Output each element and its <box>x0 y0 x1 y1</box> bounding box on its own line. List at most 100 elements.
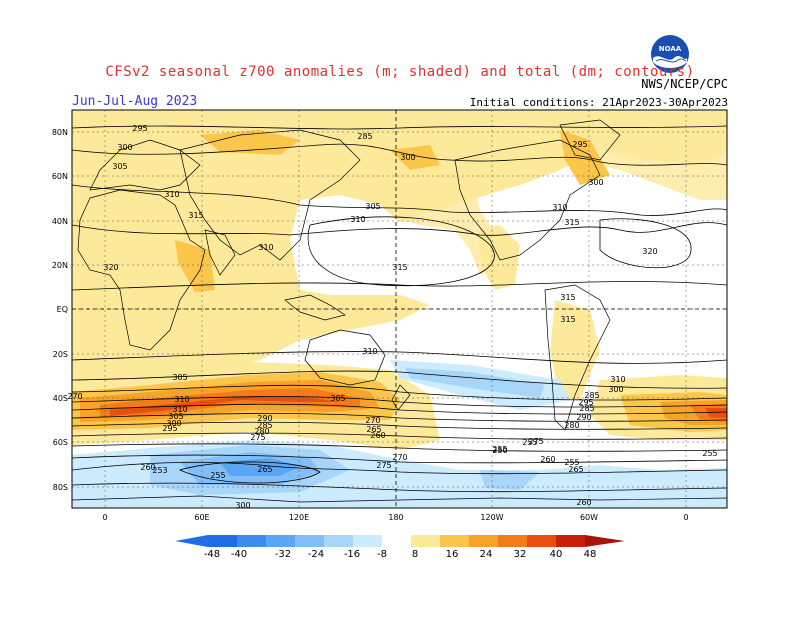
contour-label: 285 <box>357 132 372 141</box>
contour-label: 260 <box>370 431 385 440</box>
contour-label: 260 <box>140 463 155 472</box>
colorbar-label: -24 <box>308 549 324 560</box>
contour-label: 315 <box>560 293 575 302</box>
contour-label: 310 <box>552 203 567 212</box>
lat-tick: 60S <box>53 438 68 447</box>
contour-label: 320 <box>103 263 118 272</box>
colorbar-segment <box>266 535 295 547</box>
contour-label: 300 <box>400 153 415 162</box>
contour-label: 315 <box>392 263 407 272</box>
contour-label: 255 <box>522 438 537 447</box>
contour-label: 310 <box>362 347 377 356</box>
contour-label: 275 <box>250 433 265 442</box>
colorbar-segment <box>237 535 266 547</box>
lat-tick: 40N <box>52 217 68 226</box>
positive-anomaly-region <box>110 396 340 416</box>
contour-label: 265 <box>568 465 583 474</box>
contour-label: 275 <box>528 437 543 446</box>
contour-label: 265 <box>257 465 272 474</box>
contour-label: 250 <box>492 446 507 455</box>
contour-label: 260 <box>576 498 591 507</box>
map-frame <box>71 109 728 509</box>
lon-tick: 0 <box>683 513 688 522</box>
colorbar-neg-arrow <box>175 535 208 547</box>
colorbar-segment <box>440 535 469 547</box>
contour-label: 290 <box>576 413 591 422</box>
reference-lines <box>72 110 727 508</box>
colorbar-label: 16 <box>446 549 459 560</box>
lat-tick: 20N <box>52 261 68 270</box>
contour-label: 300 <box>117 143 132 152</box>
colorbar-segment <box>353 535 382 547</box>
positive-anomaly-region <box>705 408 727 418</box>
contour-label: 305 <box>112 162 127 171</box>
contour-label: 305 <box>168 412 183 421</box>
contour-label: 315 <box>188 211 203 220</box>
contour-label: 260 <box>540 455 555 464</box>
lat-tick: 80N <box>52 128 68 137</box>
longitude-labels: 0 60E 120E 180 120W 60W 0 <box>102 513 688 522</box>
contour-label: 285 <box>579 404 594 413</box>
contour-label: 285 <box>257 421 272 430</box>
contour-label: 300 <box>608 385 623 394</box>
contour-label: 270 <box>365 416 380 425</box>
contour-label: 280 <box>564 421 579 430</box>
svg-text:NOAA: NOAA <box>659 45 682 53</box>
contour-label: 270 <box>67 392 82 401</box>
colorbar-segment <box>295 535 324 547</box>
contour-label: 255 <box>702 449 717 458</box>
colorbar-segment <box>208 535 237 547</box>
contour-label: 255 <box>210 471 225 480</box>
contour-label: 305 <box>365 202 380 211</box>
contour-label: 270 <box>392 453 407 462</box>
height-contours <box>72 125 727 493</box>
contour-label: 275 <box>376 461 391 470</box>
lat-tick: 60N <box>52 172 68 181</box>
lat-tick: 20S <box>53 350 68 359</box>
lon-tick: 0 <box>102 513 107 522</box>
contour-label: 305 <box>330 394 345 403</box>
contour-label: 315 <box>564 218 579 227</box>
contour-label: 295 <box>578 398 593 407</box>
graticule <box>72 110 727 508</box>
colorbar-label: 8 <box>412 549 418 560</box>
colorbar-segment <box>324 535 353 547</box>
contour-label: 315 <box>560 315 575 324</box>
contour-label: 305 <box>172 373 187 382</box>
contour-label: 253 <box>152 466 167 475</box>
colorbar-label: -40 <box>231 549 247 560</box>
positive-anomaly-region <box>72 110 727 385</box>
lon-tick: 120E <box>289 513 309 522</box>
negative-anomaly-region <box>220 458 300 476</box>
colorbar: -48 -40 -32 -24 -16 -8 8 16 24 32 40 48 <box>175 535 625 560</box>
colorbar-label: 40 <box>550 549 563 560</box>
noaa-logo-icon: NOAA <box>651 35 689 73</box>
lon-tick: 60E <box>194 513 209 522</box>
figure-title: CFSv2 seasonal z700 anomalies (m; shaded… <box>105 64 695 80</box>
positive-anomaly-region <box>175 240 215 292</box>
contour-label: 290 <box>257 414 272 423</box>
lat-tick: EQ <box>57 305 68 314</box>
contour-label: 285 <box>584 391 599 400</box>
colorbar-label: -48 <box>204 549 220 560</box>
contour-label: 300 <box>166 419 181 428</box>
colorbar-label: -8 <box>377 549 387 560</box>
lat-tick: 80S <box>53 483 68 492</box>
positive-anomaly-region <box>390 145 440 170</box>
colorbar-segment <box>556 535 585 547</box>
contour-label: 280 <box>254 427 269 436</box>
colorbar-label: 48 <box>584 549 597 560</box>
contour-label: 310 <box>350 215 365 224</box>
colorbar-segment <box>469 535 498 547</box>
contour-label: 300 <box>235 501 250 510</box>
agency-label: NWS/NCEP/CPC <box>641 77 728 91</box>
colorbar-label: 24 <box>480 549 493 560</box>
contour-label: 320 <box>642 247 657 256</box>
anomaly-shading <box>72 110 727 508</box>
colorbar-pos-arrow <box>585 535 625 547</box>
positive-anomaly-region <box>560 130 610 185</box>
contour-label: 255 <box>564 458 579 467</box>
contour-label: 255 <box>492 445 507 454</box>
negative-anomaly-region <box>480 470 540 490</box>
